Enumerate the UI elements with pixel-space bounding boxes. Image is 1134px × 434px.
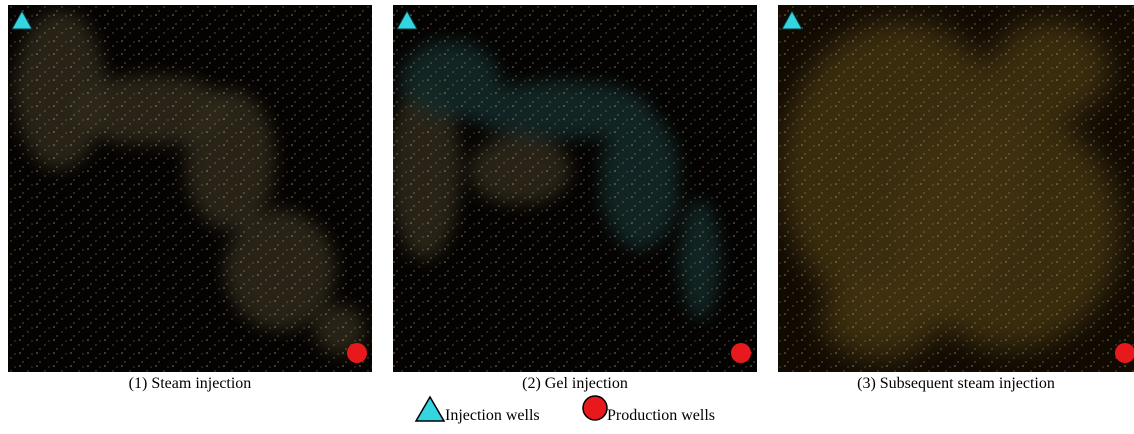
panel-image (778, 5, 1134, 372)
legend-circle (583, 396, 607, 420)
panel-image (8, 5, 372, 372)
panel-caption: (2) Gel injection (522, 375, 628, 392)
legend-label: Production wells (607, 407, 715, 424)
panel-caption: (3) Subsequent steam injection (857, 375, 1055, 392)
panel-image (390, 5, 757, 372)
page: {"panels": [ {"caption": "(1) Steam inje… (0, 0, 1134, 429)
legend-label: Injection wells (445, 407, 540, 424)
figure: (1) Steam injection (2) Gel injection (3… (0, 0, 1134, 429)
legend-triangle (416, 397, 444, 421)
panel-caption: (1) Steam injection (129, 375, 252, 392)
